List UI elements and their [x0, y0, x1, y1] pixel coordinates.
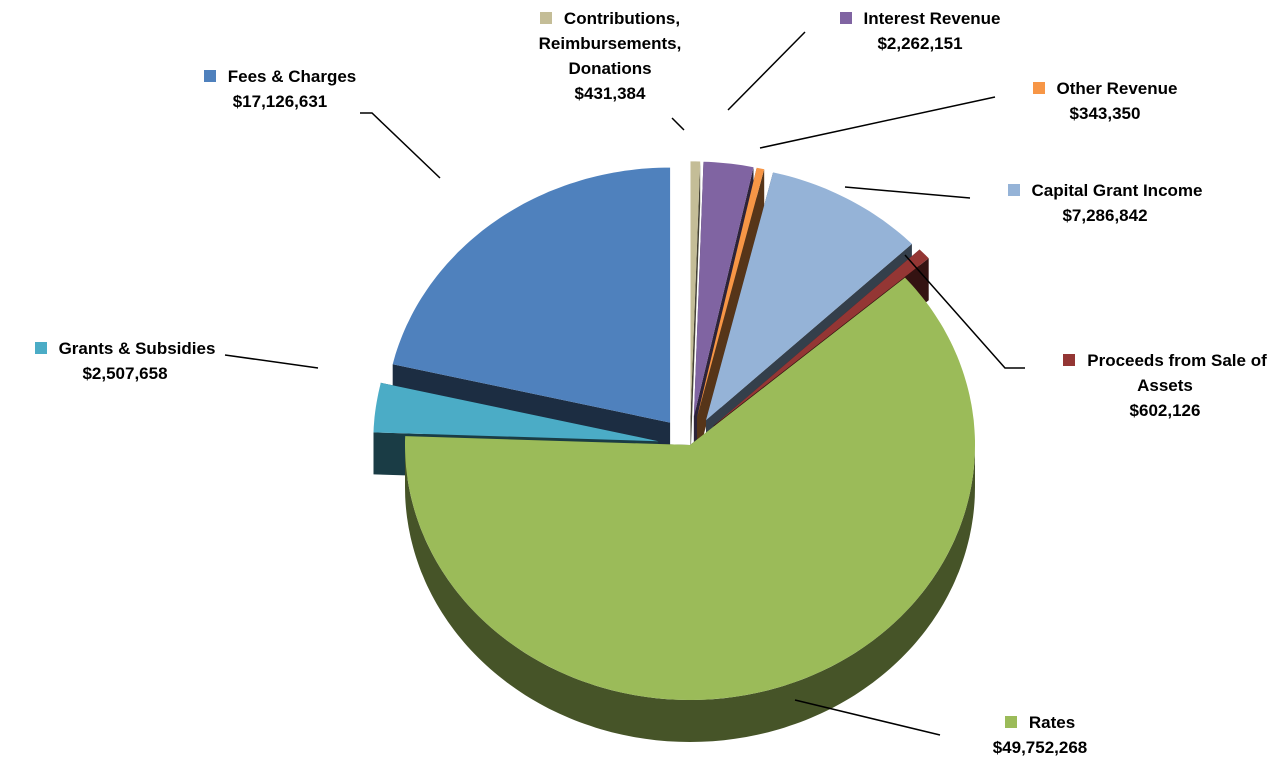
category-name: Interest Revenue — [863, 9, 1001, 28]
value-label: $2,507,658 — [82, 364, 168, 383]
legend-entry: Capital Grant Income — [975, 178, 1235, 203]
slice-label: Fees & Charges $17,126,631 — [165, 64, 395, 114]
value-label: $602,126 — [1129, 401, 1201, 420]
legend-swatch — [1063, 354, 1076, 366]
legend-swatch — [839, 12, 852, 24]
slice-label: Proceeds from Sale of Assets $602,126 — [1040, 348, 1288, 423]
slice-top — [697, 167, 765, 418]
slice-top — [693, 161, 754, 417]
slice-label: Capital Grant Income $7,286,842 — [975, 178, 1235, 228]
pie-slice — [405, 277, 975, 742]
legend-swatch — [1004, 716, 1017, 728]
legend-entry: Rates — [940, 710, 1140, 735]
slice-top — [373, 382, 659, 442]
category-name: Capital Grant Income — [1031, 181, 1203, 200]
legend-entry: Interest Revenue — [800, 6, 1040, 31]
category-name: Other Revenue — [1056, 79, 1178, 98]
slice-top — [713, 249, 929, 426]
slice-top — [392, 167, 671, 423]
legend-entry: Contributions, Reimbursements, Donations — [510, 6, 710, 81]
leader-line — [794, 699, 941, 736]
value-label: $17,126,631 — [232, 92, 328, 111]
slice-label: Rates $49,752,268 — [940, 710, 1140, 760]
legend-entry: Other Revenue — [995, 76, 1215, 101]
leader-line — [759, 96, 996, 149]
leader-line — [904, 254, 1025, 369]
leader-line — [671, 117, 685, 131]
category-name: Grants & Subsidies — [58, 339, 216, 358]
pie-slice — [697, 167, 765, 460]
slice-side — [405, 445, 975, 742]
value-label: $49,752,268 — [992, 738, 1088, 757]
leader-line — [360, 112, 441, 179]
slice-top — [706, 172, 912, 421]
slice-top — [405, 277, 975, 700]
slice-wall — [690, 161, 701, 459]
value-label: $343,350 — [1069, 104, 1141, 123]
category-name: Fees & Charges — [227, 67, 357, 86]
leader-line — [844, 186, 971, 199]
value-label: $431,384 — [574, 84, 646, 103]
leader-line — [224, 354, 319, 369]
legend-swatch — [1032, 82, 1045, 94]
value-label: $7,286,842 — [1062, 206, 1148, 225]
leader-line — [727, 31, 806, 111]
slice-wall — [697, 169, 765, 460]
value-label: $2,262,151 — [877, 34, 963, 53]
category-name: Rates — [1028, 713, 1076, 732]
legend-swatch — [539, 12, 552, 24]
legend-entry: Grants & Subsidies — [0, 336, 250, 361]
legend-entry: Proceeds from Sale of Assets — [1040, 348, 1288, 398]
legend-swatch — [1007, 184, 1020, 196]
slice-label: Interest Revenue $2,262,151 — [800, 6, 1040, 56]
slice-label: Grants & Subsidies $2,507,658 — [0, 336, 250, 386]
pie-slice — [690, 161, 701, 459]
legend-swatch — [203, 70, 216, 82]
slice-label: Contributions, Reimbursements, Donations… — [510, 6, 710, 106]
slice-label: Other Revenue $343,350 — [995, 76, 1215, 126]
slice-top — [690, 161, 701, 417]
legend-entry: Fees & Charges — [165, 64, 395, 89]
category-name: Proceeds from Sale of Assets — [1087, 351, 1267, 395]
legend-swatch — [34, 342, 47, 354]
category-name: Contributions, Reimbursements, Donations — [538, 9, 682, 78]
